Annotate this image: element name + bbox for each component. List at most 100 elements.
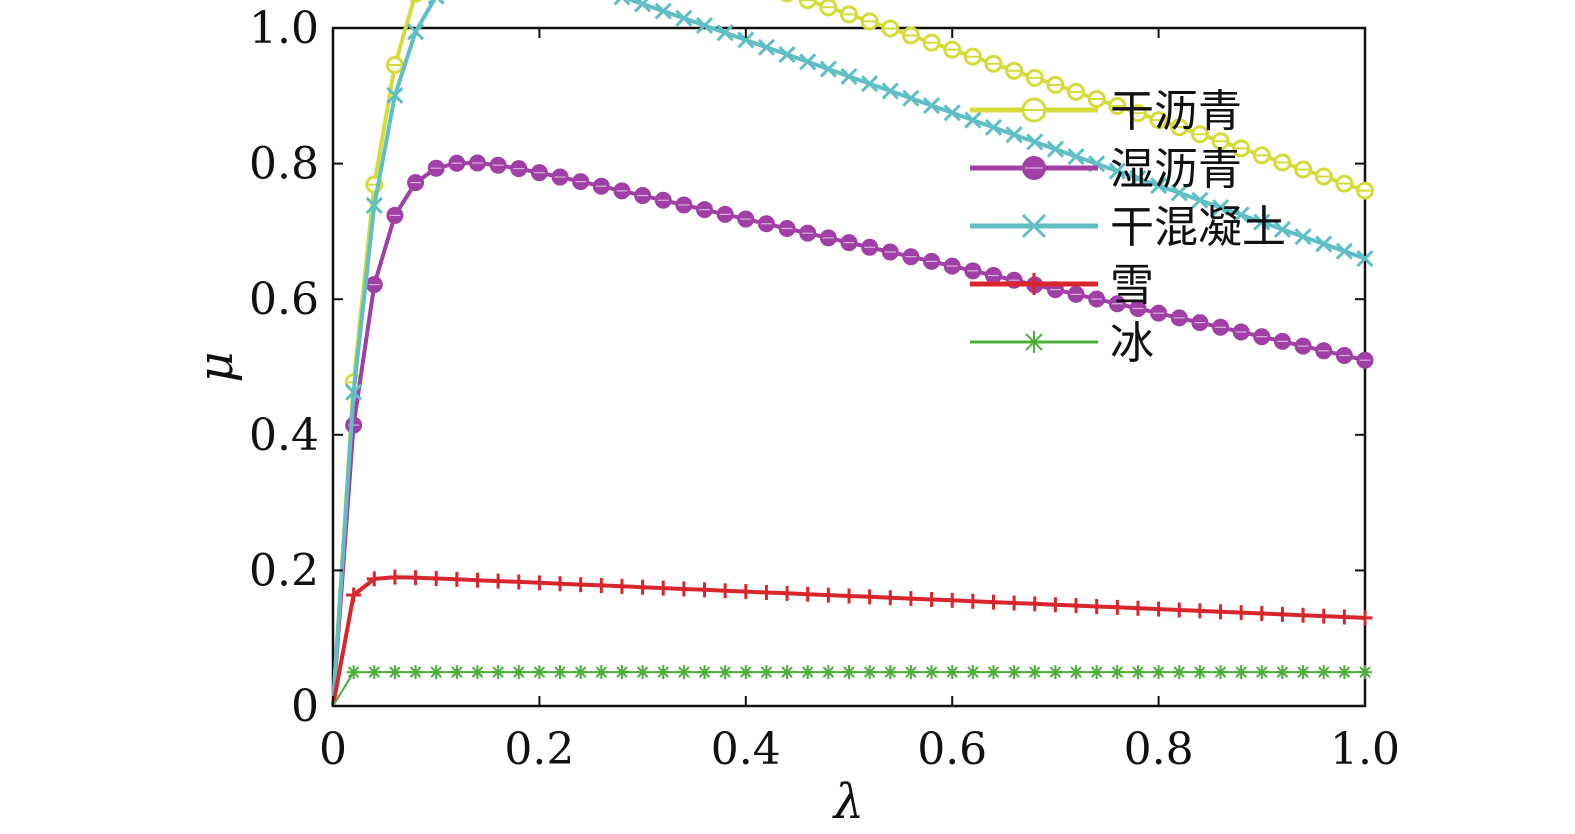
plot-area xyxy=(331,0,1374,708)
data-point xyxy=(862,589,878,605)
data-point xyxy=(1027,665,1042,680)
data-point xyxy=(1253,213,1271,231)
data-point xyxy=(759,665,774,680)
data-point xyxy=(944,592,960,608)
data-point xyxy=(1130,665,1145,680)
data-point xyxy=(903,665,918,680)
data-point xyxy=(716,24,734,42)
data-point xyxy=(429,665,444,680)
data-point xyxy=(1069,665,1084,680)
data-point xyxy=(675,9,693,27)
data-point xyxy=(840,67,858,85)
data-point xyxy=(984,118,1003,136)
data-point xyxy=(1108,162,1126,180)
data-point xyxy=(656,665,671,680)
data-point xyxy=(408,570,424,586)
legend-item: 干沥青 xyxy=(970,86,1242,137)
data-point xyxy=(1213,665,1228,680)
series-2 xyxy=(331,0,1374,707)
data-point xyxy=(594,665,609,680)
data-point xyxy=(985,594,1001,610)
legend-item: 雪 xyxy=(970,260,1154,311)
data-point xyxy=(779,585,795,601)
data-point xyxy=(531,575,547,591)
y-tick-label: 0.6 xyxy=(249,274,319,325)
data-point xyxy=(1316,665,1331,680)
data-point xyxy=(1047,597,1063,613)
data-point xyxy=(491,665,506,680)
data-point xyxy=(427,0,445,5)
data-point xyxy=(862,665,877,680)
data-point xyxy=(964,111,982,129)
data-point xyxy=(346,587,362,603)
data-point xyxy=(697,582,713,598)
data-point xyxy=(842,665,856,680)
data-point xyxy=(1295,607,1311,623)
data-point xyxy=(1110,665,1125,680)
data-point xyxy=(738,665,753,680)
data-point xyxy=(593,577,609,593)
data-point xyxy=(428,570,444,586)
y-axis-label: μ xyxy=(188,351,244,382)
series-3 xyxy=(331,569,1373,707)
data-point xyxy=(1356,249,1374,268)
data-point xyxy=(965,593,981,609)
data-point xyxy=(1294,228,1312,246)
data-point xyxy=(1089,665,1104,680)
data-point xyxy=(780,665,795,680)
data-point xyxy=(365,196,383,214)
legend-label: 干沥青 xyxy=(1110,86,1242,137)
data-point xyxy=(387,665,402,680)
data-point xyxy=(1275,665,1290,680)
data-point xyxy=(697,665,712,680)
data-point xyxy=(986,665,1001,680)
data-point xyxy=(532,665,547,680)
data-point xyxy=(511,574,527,590)
data-point xyxy=(924,665,939,680)
data-point xyxy=(614,578,630,594)
data-point xyxy=(821,665,836,680)
data-point xyxy=(1192,603,1208,619)
x-tick-label: 1.0 xyxy=(1330,724,1400,775)
data-point xyxy=(1026,133,1044,151)
series-1 xyxy=(331,154,1374,707)
data-point xyxy=(1171,602,1187,618)
data-point xyxy=(943,104,961,122)
data-point xyxy=(1023,273,1045,295)
data-point xyxy=(902,89,920,107)
data-point xyxy=(654,2,672,20)
data-point xyxy=(757,38,776,56)
data-point xyxy=(1254,665,1269,680)
legend-label: 干混凝土 xyxy=(1110,202,1286,253)
legend-item: 干混凝土 xyxy=(970,202,1286,253)
legend-label: 冰 xyxy=(1110,318,1154,369)
data-point xyxy=(1007,665,1022,680)
data-point xyxy=(903,591,919,607)
data-point xyxy=(781,0,794,3)
y-tick-label: 0.8 xyxy=(249,139,319,190)
data-point xyxy=(1211,198,1230,217)
x-tick-label: 0.6 xyxy=(917,724,987,775)
data-point xyxy=(1027,596,1043,612)
data-point xyxy=(1358,665,1372,680)
data-point xyxy=(1274,606,1290,622)
series-layer xyxy=(331,0,1374,707)
data-point xyxy=(1213,604,1229,620)
data-point xyxy=(409,0,422,3)
data-point xyxy=(800,586,816,602)
data-point xyxy=(1232,206,1250,224)
data-point xyxy=(1021,213,1047,239)
data-point xyxy=(718,665,733,680)
data-point xyxy=(1296,665,1311,680)
data-point xyxy=(573,577,589,593)
x-tick-label: 0.2 xyxy=(504,724,574,775)
series-4 xyxy=(332,665,1372,707)
data-point xyxy=(449,665,464,680)
data-point xyxy=(965,665,980,680)
data-point xyxy=(470,665,485,680)
x-tick-label: 0.4 xyxy=(711,724,781,775)
data-point xyxy=(1130,600,1146,616)
data-point xyxy=(676,581,692,597)
data-point xyxy=(469,572,485,588)
